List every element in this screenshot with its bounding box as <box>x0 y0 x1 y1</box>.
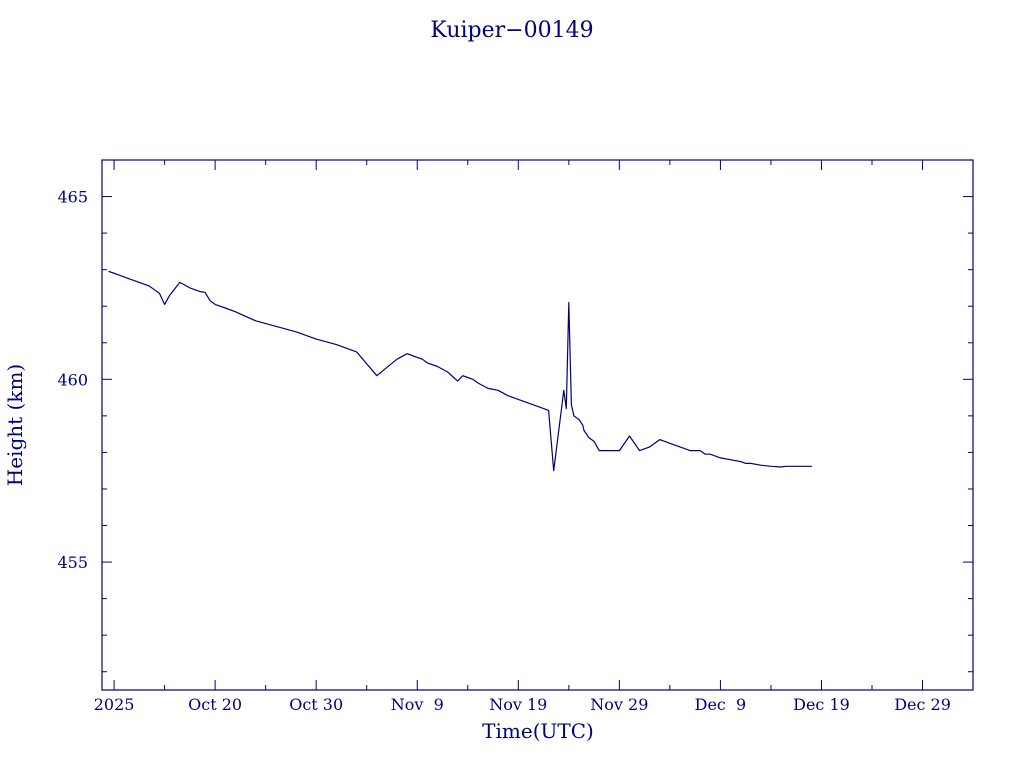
x-tick-label: Oct 30 <box>289 695 343 714</box>
x-tick-label: Dec 29 <box>894 695 951 714</box>
y-ticks: 455 460 465 <box>57 159 973 673</box>
x-tick-label: 2025 <box>94 695 135 714</box>
x-tick-label: Dec 19 <box>793 695 850 714</box>
y-axis-label: Height (km) <box>3 364 27 486</box>
x-tick-label: Nov 19 <box>489 695 547 714</box>
x-tick-label: Oct 20 <box>188 695 242 714</box>
x-tick-label: Dec 9 <box>695 695 747 714</box>
y-tick-label: 460 <box>57 370 88 389</box>
series-line <box>108 270 812 472</box>
x-tick-label: Nov 9 <box>391 695 444 714</box>
y-tick-label: 455 <box>57 553 88 572</box>
y-tick-label: 465 <box>57 188 88 207</box>
plot-area <box>101 159 974 691</box>
x-ticks: 2025 Oct 20 Oct 30 Nov 9 Nov 19 Nov 29 Dec 9 De… <box>94 160 951 714</box>
x-axis-label: Time(UTC) <box>482 719 594 743</box>
chart-title: Kuiper−00149 <box>430 18 593 43</box>
x-tick-label: Nov 29 <box>590 695 648 714</box>
